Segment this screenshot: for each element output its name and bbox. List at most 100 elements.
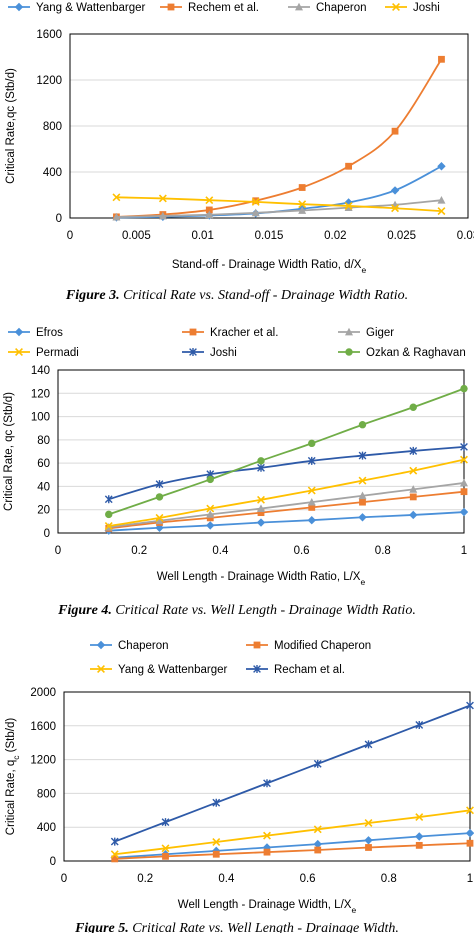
- series-line: [108, 482, 465, 529]
- legend-entry: Joshi: [182, 347, 237, 359]
- series-line: [108, 458, 465, 527]
- data-point: [358, 513, 367, 522]
- data-point: [206, 504, 215, 513]
- x-tick-label: 1: [461, 545, 467, 557]
- data-point: [437, 195, 446, 204]
- data-point: [307, 486, 316, 495]
- y-tick-label: 1200: [30, 755, 56, 767]
- data-point: [358, 491, 367, 500]
- y-tick-label: 800: [37, 788, 56, 800]
- figure-caption: Figure 5. Critical Rate vs. Well Length …: [74, 921, 399, 933]
- data-point: [112, 212, 121, 221]
- data-point: [365, 844, 372, 851]
- series-line: [108, 387, 465, 516]
- legend-marker: [96, 640, 106, 650]
- legend-label: Kracher et al.: [210, 327, 278, 339]
- legend-entry: Rechem et al.: [160, 2, 259, 14]
- x-axis-label: Stand-off - Drainage Width Ratio, d/Xe: [172, 259, 367, 275]
- data-point: [358, 476, 367, 485]
- data-point: [155, 493, 164, 501]
- data-point: [344, 201, 353, 210]
- data-point: [460, 488, 468, 496]
- legend-label: Chaperon: [316, 2, 367, 14]
- series-line: [116, 58, 443, 218]
- data-point: [105, 510, 113, 519]
- data-point: [465, 828, 474, 838]
- legend-entry: Recham et al.: [246, 664, 345, 676]
- data-point: [409, 493, 417, 501]
- legend-marker: [14, 2, 24, 12]
- data-point: [409, 403, 417, 411]
- data-point: [206, 510, 215, 518]
- data-point: [460, 455, 468, 464]
- data-point: [391, 204, 399, 213]
- data-point: [205, 210, 214, 219]
- series-line: [116, 199, 442, 218]
- data-point: [161, 844, 170, 853]
- data-point: [110, 837, 119, 846]
- x-tick-label: 0.6: [294, 545, 310, 557]
- series-line: [116, 196, 442, 212]
- legend-entry: Yang & Wattenbarger: [90, 664, 227, 676]
- legend-entry: Giger: [338, 327, 394, 339]
- legend-entry: Yang & Wattenbarger: [8, 2, 145, 14]
- data-point: [437, 207, 446, 216]
- data-point: [256, 518, 266, 527]
- data-point: [466, 701, 474, 710]
- legend-entry: Permadi: [8, 347, 79, 359]
- x-axis-label: Well Length - Drainage Width, L/Xe: [178, 899, 357, 915]
- data-point: [364, 819, 373, 827]
- data-point: [263, 779, 271, 788]
- legend-marker: [167, 3, 175, 11]
- y-tick-label: 400: [43, 167, 62, 179]
- legend-entry: Joshi: [385, 2, 440, 14]
- legend-marker: [253, 641, 261, 649]
- x-tick-label: 0: [67, 230, 73, 242]
- x-tick-label: 0.4: [218, 873, 235, 885]
- data-point: [104, 522, 113, 530]
- x-tick-label: 0.03: [457, 230, 474, 242]
- legend-entry: Chaperon: [288, 2, 367, 14]
- x-tick-label: 0.2: [131, 545, 147, 557]
- y-tick-label: 100: [31, 412, 50, 424]
- x-tick-label: 0.01: [191, 230, 213, 242]
- x-tick-label: 0.6: [300, 873, 316, 885]
- data-point: [358, 451, 367, 460]
- legend-label: Joshi: [413, 2, 440, 14]
- data-point: [359, 498, 366, 506]
- y-tick-label: 0: [50, 856, 56, 868]
- y-axis-label: Critical Rate, qc (Stb/d): [5, 718, 21, 836]
- data-point: [155, 523, 164, 532]
- data-point: [205, 206, 213, 214]
- data-point: [438, 55, 445, 63]
- data-point: [263, 831, 271, 840]
- chart-5: 0 400 800 1200 1600 2000 0 0.2 0.4 0.6 0.8 1 Chapero…: [5, 640, 474, 933]
- data-point: [206, 475, 214, 484]
- legend-entry: Kracher et al.: [182, 327, 278, 339]
- data-point: [364, 836, 373, 845]
- data-point: [307, 456, 316, 465]
- data-point: [415, 841, 423, 849]
- data-point: [206, 514, 214, 522]
- series-line: [108, 511, 465, 532]
- legend-entry: Efros: [8, 327, 63, 339]
- data-point: [390, 186, 400, 195]
- data-point: [460, 384, 468, 393]
- data-point: [460, 442, 468, 451]
- legend-marker: [15, 348, 23, 356]
- legend-marker: [189, 348, 197, 356]
- y-tick-label: 400: [37, 822, 56, 834]
- legend-label: Permadi: [36, 347, 79, 359]
- series-line: [114, 842, 471, 860]
- data-point: [466, 806, 474, 815]
- data-point: [345, 162, 352, 170]
- legend-marker: [189, 328, 197, 336]
- series-line: [114, 832, 471, 859]
- legend-marker: [253, 665, 261, 673]
- legend-label: Efros: [36, 327, 63, 339]
- plot-frame: [69, 33, 469, 219]
- x-tick-label: 0.2: [137, 873, 153, 885]
- legend-label: Joshi: [210, 347, 237, 359]
- legend-label: Yang & Wattenbarger: [118, 664, 227, 676]
